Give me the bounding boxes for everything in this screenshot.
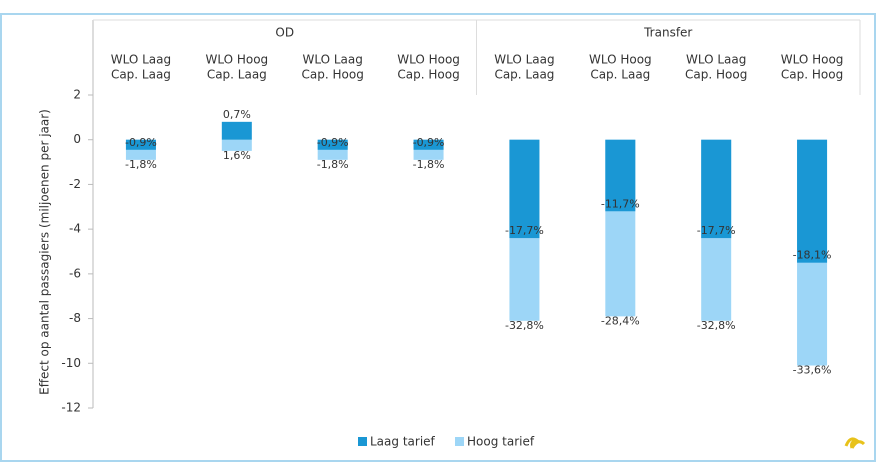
y-tick-label: -6 — [69, 266, 81, 280]
data-label: -18,1% — [793, 249, 832, 262]
x-tick-label: WLO Laag — [302, 53, 362, 67]
data-label: -0,9% — [317, 136, 349, 149]
y-tick-label: 2 — [73, 88, 81, 102]
y-tick-label: -8 — [69, 311, 81, 325]
x-tick-label: Cap. Hoog — [685, 68, 747, 82]
group-label: Transfer — [643, 26, 692, 40]
bar — [605, 139, 636, 212]
x-tick-label: WLO Hoog — [397, 53, 460, 67]
x-tick-label: WLO Laag — [686, 53, 746, 67]
bar — [701, 139, 732, 239]
bar — [221, 139, 252, 151]
bar — [413, 139, 444, 150]
legend-label: Hoog tarief — [467, 435, 535, 449]
bar — [317, 139, 348, 150]
data-label: -1,8% — [125, 158, 157, 171]
data-label: -0,9% — [125, 136, 157, 149]
data-label: -32,8% — [505, 319, 544, 332]
x-tick-label: Cap. Laag — [207, 68, 267, 82]
legend-swatch — [455, 437, 464, 446]
bar — [125, 139, 156, 150]
y-tick-label: -2 — [69, 177, 81, 191]
legend-label: Laag tarief — [370, 435, 436, 449]
x-tick-label: Cap. Laag — [494, 68, 554, 82]
x-tick-label: Cap. Hoog — [302, 68, 364, 82]
bar — [509, 139, 540, 239]
x-tick-label: Cap. Hoog — [397, 68, 459, 82]
x-tick-label: WLO Laag — [494, 53, 554, 67]
data-label: -1,8% — [317, 158, 349, 171]
x-tick-label: WLO Laag — [111, 53, 171, 67]
x-tick-label: WLO Hoog — [781, 53, 844, 67]
x-tick-label: Cap. Laag — [590, 68, 650, 82]
x-tick-label: Cap. Laag — [111, 68, 171, 82]
y-tick-label: 0 — [73, 132, 81, 146]
data-label: 0,7% — [223, 108, 251, 121]
x-tick-label: WLO Hoog — [589, 53, 652, 67]
data-label: -0,9% — [413, 136, 445, 149]
data-label: -28,4% — [601, 314, 640, 327]
data-label: -1,8% — [413, 158, 445, 171]
y-tick-label: -4 — [69, 222, 81, 236]
logo — [844, 437, 866, 449]
y-tick-label: -10 — [61, 356, 81, 370]
y-axis-title: Effect op aantal passagiers (miljoenen p… — [38, 109, 52, 395]
legend-swatch — [358, 437, 367, 446]
data-label: 1,6% — [223, 149, 251, 162]
group-label: OD — [275, 26, 294, 40]
bar — [797, 139, 828, 263]
x-tick-label: WLO Hoog — [205, 53, 268, 67]
y-tick-label: -12 — [61, 401, 81, 415]
data-label: -11,7% — [601, 197, 640, 210]
data-label: -32,8% — [697, 319, 736, 332]
x-tick-label: Cap. Hoog — [781, 68, 843, 82]
bar — [221, 121, 252, 140]
data-label: -33,6% — [793, 364, 832, 377]
data-label: -17,7% — [505, 224, 544, 237]
data-label: -17,7% — [697, 224, 736, 237]
